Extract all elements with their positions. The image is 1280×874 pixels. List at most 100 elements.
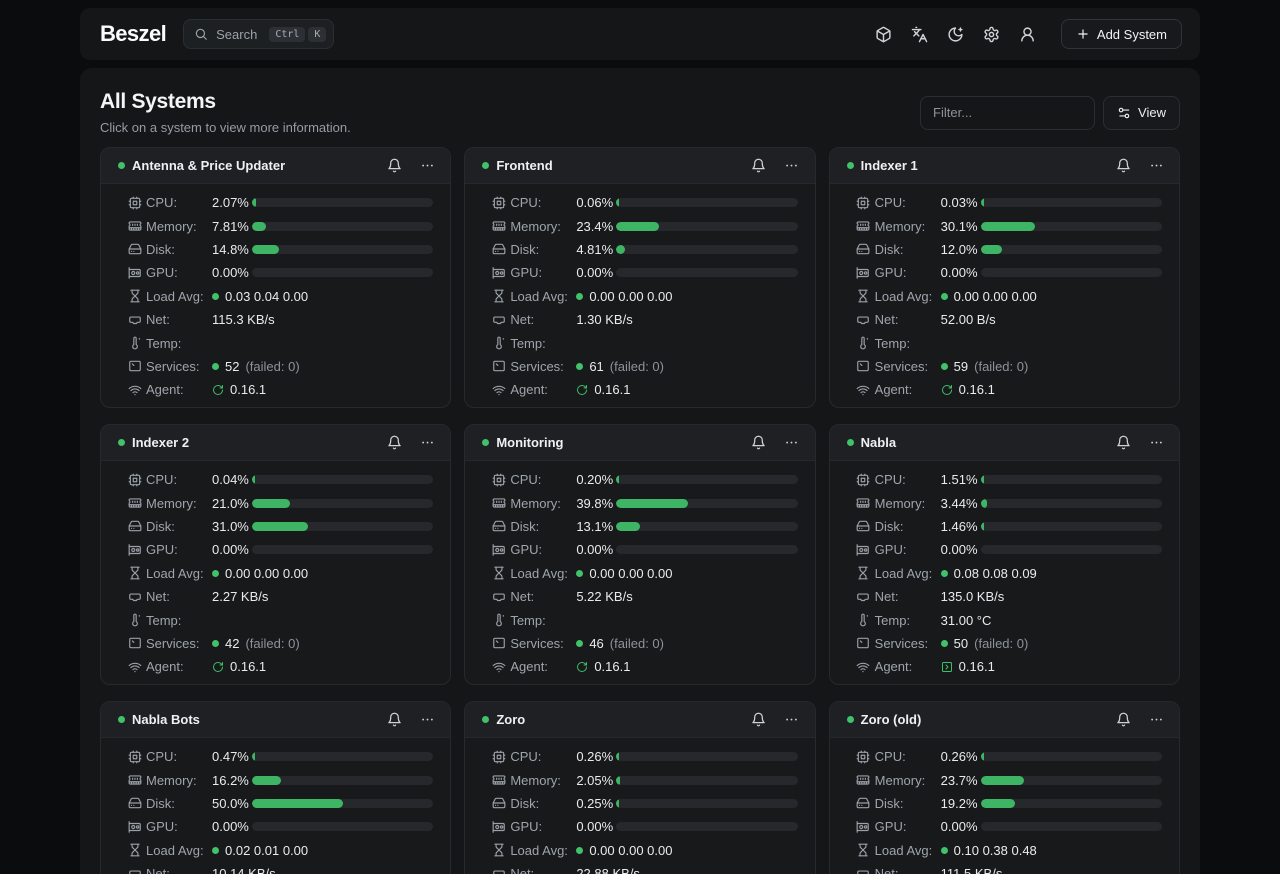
system-card[interactable]: Zoro (old) CPU: 0.26% Memory: 23.7% Disk: 19.2… [828, 701, 1180, 874]
metric-label: Memory: [874, 495, 926, 511]
hourglass-icon [123, 843, 146, 857]
usage-bar-fill [980, 198, 984, 208]
usage-bar-fill [252, 475, 255, 485]
package-button[interactable] [870, 20, 897, 48]
system-card-header[interactable]: Indexer 1 [829, 148, 1179, 184]
load-avg-value: 0.00 0.00 0.00 [589, 565, 673, 581]
user-button[interactable] [1014, 20, 1041, 48]
usage-bar-fill [616, 775, 621, 785]
card-menu-button[interactable] [414, 430, 440, 456]
system-card-header[interactable]: Frontend [465, 148, 815, 184]
metric-label: GPU: [874, 542, 907, 558]
system-card[interactable]: Nabla Bots CPU: 0.47% Memory: 16.2% Disk: 50.0… [100, 701, 452, 874]
card-menu-button[interactable] [779, 430, 805, 456]
system-card[interactable]: Indexer 1 CPU: 0.03% Memory: 30.1% Disk: 12.0%… [828, 147, 1180, 408]
theme-toggle-button[interactable] [942, 20, 969, 48]
usage-bar-fill [616, 498, 689, 508]
system-card-header[interactable]: Monitoring [465, 425, 815, 461]
metric-label: Temp: [510, 335, 546, 351]
card-menu-button[interactable] [414, 153, 440, 179]
metric-value: 0.20% [576, 472, 614, 488]
metric-value: 12.0% [940, 241, 978, 257]
alerts-bell-button[interactable] [1110, 430, 1136, 456]
status-dot [576, 846, 584, 854]
alerts-bell-button[interactable] [1110, 707, 1136, 733]
metric-row-gpu: GPU: 0.00% [487, 815, 798, 838]
system-metrics: CPU: 0.47% Memory: 16.2% Disk: 50.0% GPU: 0.00%… [101, 738, 450, 874]
alerts-bell-button[interactable] [746, 153, 772, 179]
metric-row-gpu: GPU: 0.00% [123, 815, 434, 838]
bell-icon [751, 435, 766, 450]
metric-label: Disk: [146, 241, 175, 257]
wifi-icon [487, 660, 510, 674]
ethernet-icon [123, 590, 146, 604]
metric-label: Disk: [874, 241, 904, 257]
system-card[interactable]: Antenna & Price Updater CPU: 2.07% Memory: 7… [100, 147, 452, 408]
page-subtitle: Click on a system to view more informati… [100, 120, 351, 135]
alerts-bell-button[interactable] [1110, 153, 1136, 179]
search-button[interactable]: Search Ctrl K [183, 19, 335, 49]
status-dot [212, 362, 219, 370]
status-up-dot [118, 716, 125, 723]
alerts-bell-button[interactable] [746, 707, 772, 733]
system-card-header[interactable]: Indexer 2 [101, 425, 451, 461]
disk-icon [852, 242, 875, 256]
usage-bar-fill [616, 244, 626, 254]
system-card[interactable]: Frontend CPU: 0.06% Memory: 23.4% Disk: 4.81% G… [464, 147, 816, 408]
system-card[interactable]: Indexer 2 CPU: 0.04% Memory: 21.0% Disk: 31.0%… [100, 424, 452, 685]
filter-input[interactable] [920, 95, 1096, 130]
services-failed: (failed: 0) [609, 358, 664, 374]
usage-bar-fill [980, 752, 984, 762]
system-card[interactable]: Monitoring CPU: 0.20% Memory: 39.8% Disk: 13.1… [464, 424, 816, 685]
metric-label: Net: [874, 589, 899, 605]
metric-value: 0.04% [212, 472, 249, 488]
metric-row-cpu: CPU: 0.06% [487, 191, 798, 214]
card-menu-button[interactable] [1143, 153, 1169, 179]
card-menu-button[interactable] [779, 707, 805, 733]
settings-button[interactable] [978, 20, 1005, 48]
metric-label: Net: [146, 589, 170, 605]
system-card-header[interactable]: Nabla Bots [101, 702, 451, 738]
metric-value: 23.4% [576, 218, 614, 234]
metric-value: 31.0% [212, 518, 249, 534]
wifi-icon [123, 660, 146, 674]
card-menu-button[interactable] [1143, 430, 1169, 456]
add-system-button[interactable]: Add System [1060, 19, 1182, 49]
alerts-bell-button[interactable] [381, 430, 407, 456]
metric-label: Net: [510, 866, 535, 874]
card-menu-button[interactable] [1143, 707, 1169, 733]
metric-value: 50 (failed: 0) [940, 635, 1162, 651]
system-card-header[interactable]: Zoro [465, 702, 815, 738]
search-icon [194, 27, 208, 41]
usage-bar [616, 198, 798, 208]
system-card-header[interactable]: Antenna & Price Updater [101, 148, 451, 184]
system-card-header[interactable]: Zoro (old) [829, 702, 1179, 738]
metric-value: 42 (failed: 0) [212, 636, 433, 651]
system-card[interactable]: Zoro CPU: 0.26% Memory: 2.05% Disk: 0.25% GPU: 0… [464, 701, 816, 874]
status-dot [212, 569, 219, 577]
metric-row-net: Net: 10.14 KB/s [123, 862, 433, 874]
usage-bar-fill [252, 752, 255, 762]
alerts-bell-button[interactable] [746, 430, 772, 456]
alerts-bell-button[interactable] [381, 707, 407, 733]
thermometer-icon [852, 336, 875, 350]
metric-value: 46 (failed: 0) [576, 636, 797, 651]
metric-label: Load Avg: [874, 288, 933, 304]
metric-value: 31.00 °C [941, 613, 1162, 628]
alerts-bell-button[interactable] [381, 153, 407, 179]
load-avg-value: 0.00 0.00 0.00 [225, 565, 309, 581]
load-avg-value: 0.00 0.00 0.00 [589, 842, 673, 858]
usage-bar-fill [980, 498, 987, 508]
system-name: Nabla Bots [132, 712, 200, 727]
system-card[interactable]: Nabla CPU: 1.51% Memory: 3.44% Disk: 1.46% GPU:… [828, 424, 1180, 685]
usage-bar [980, 752, 1162, 762]
app-logo[interactable]: Beszel [100, 21, 167, 46]
wifi-icon [487, 383, 510, 397]
card-menu-button[interactable] [414, 707, 440, 733]
usage-bar-fill [616, 521, 641, 531]
card-menu-button[interactable] [779, 153, 805, 179]
language-button[interactable] [906, 20, 933, 48]
system-card-header[interactable]: Nabla [829, 425, 1179, 461]
services-count: 50 [953, 635, 969, 651]
view-button[interactable]: View [1103, 95, 1180, 130]
